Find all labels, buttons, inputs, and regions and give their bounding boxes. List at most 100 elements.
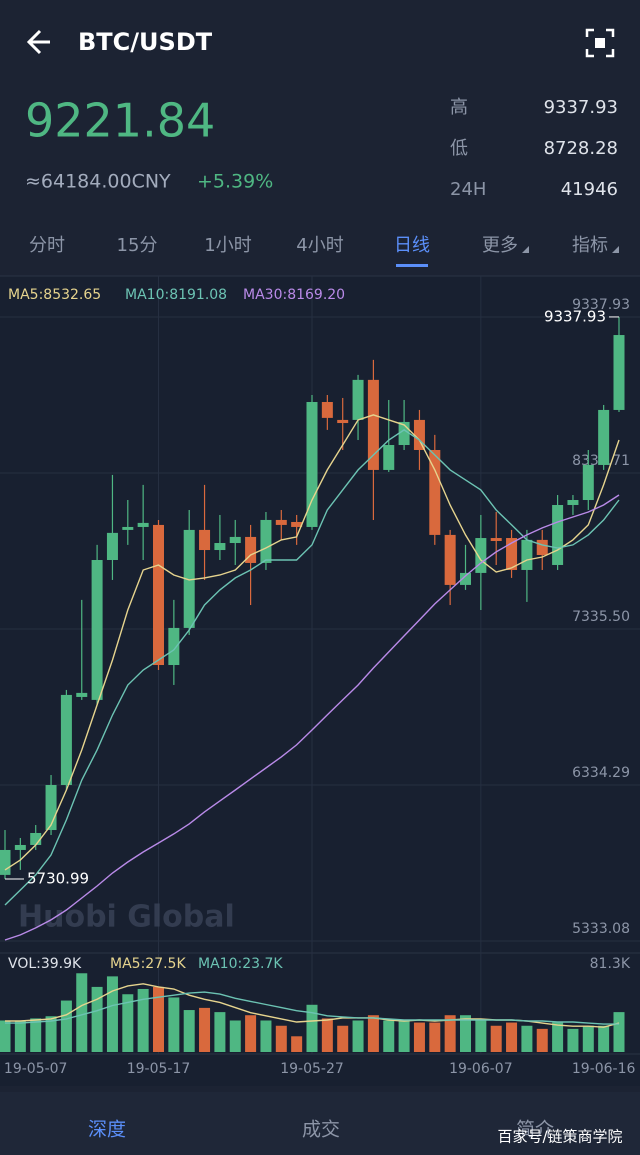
- y-tick-label: 5333.08: [572, 921, 630, 937]
- candle-body: [398, 421, 410, 446]
- candle-body: [613, 335, 625, 410]
- dropdown-triangle: [612, 246, 619, 253]
- x-tick-label: 19-05-17: [127, 1061, 191, 1077]
- legend-entry: MA10:23.7K: [198, 956, 283, 972]
- volume-bar: [168, 997, 180, 1052]
- candle-body: [521, 539, 533, 570]
- scan-icon[interactable]: [585, 28, 615, 58]
- legend-entry: MA5:8532.65: [8, 287, 101, 303]
- source-watermark: 百家号/链策商学院: [497, 1128, 622, 1146]
- candle-body: [475, 538, 487, 573]
- volume-bar: [506, 1022, 518, 1052]
- change: +5.39%: [197, 171, 273, 193]
- candle-body: [229, 536, 241, 544]
- volume-bar: [306, 1004, 318, 1052]
- candle-body: [122, 526, 134, 530]
- volume-bar: [321, 1018, 333, 1052]
- volume-bar: [60, 1000, 72, 1052]
- candle-body: [106, 532, 118, 560]
- tab[interactable]: 分时: [29, 235, 65, 256]
- volume-bar: [153, 986, 164, 1052]
- volume-bar: [260, 1020, 272, 1052]
- volume-bar: [536, 1028, 548, 1052]
- ma-line: [5, 991, 619, 1025]
- tab[interactable]: 4小时: [296, 235, 343, 256]
- volume-bar: [367, 1015, 379, 1052]
- volume-bar: [122, 994, 134, 1052]
- volume-bar: [30, 1018, 42, 1052]
- volume-bar: [552, 1022, 564, 1052]
- y-tick-label: 7335.50: [572, 609, 630, 625]
- candle-body: [183, 529, 195, 628]
- tab[interactable]: 1小时: [204, 235, 251, 256]
- candle-body: [490, 538, 502, 541]
- candle-body: [460, 572, 471, 585]
- candle-body: [199, 529, 211, 551]
- tab[interactable]: 日线: [394, 235, 430, 256]
- footer-tab[interactable]: 深度: [88, 1119, 126, 1141]
- volume-bar: [398, 1020, 410, 1052]
- volume-bar: [337, 1025, 349, 1052]
- back-arrow[interactable]: [26, 29, 50, 55]
- y-tick-label: 81.3K: [590, 956, 631, 972]
- candle-body: [30, 832, 42, 845]
- candle-body: [168, 627, 180, 666]
- footer-tab[interactable]: 成交: [302, 1119, 340, 1141]
- ma-line: [4, 494, 620, 941]
- dropdown-triangle: [522, 246, 529, 253]
- bottom-bar: [0, 1092, 640, 1155]
- y-tick-label: 6334.29: [572, 765, 630, 781]
- candle-body: [582, 464, 594, 501]
- volume-bar: [291, 1036, 303, 1052]
- ma-line: [4, 414, 620, 871]
- stat-value: 9337.93: [544, 97, 618, 118]
- tab[interactable]: 15分: [117, 235, 158, 256]
- volume-bar: [214, 1012, 226, 1052]
- candle-body: [413, 419, 425, 450]
- candle-body: [552, 504, 564, 565]
- volume-bar: [14, 1020, 26, 1052]
- volume-bar: [475, 1020, 487, 1052]
- candle-body: [76, 692, 88, 697]
- high-label: 9337.93: [544, 307, 606, 325]
- volume-bar: [383, 1020, 395, 1052]
- candle-body: [153, 524, 164, 666]
- candle-body: [245, 536, 257, 563]
- volume-bar: [137, 988, 149, 1052]
- candle-body: [598, 409, 610, 465]
- x-tick-label: 19-05-07: [4, 1061, 68, 1077]
- candle-body: [260, 519, 272, 563]
- volume-bar: [183, 1010, 195, 1052]
- candle-body: [429, 449, 441, 535]
- volume-bar: [444, 1015, 456, 1052]
- candle-body: [352, 379, 364, 420]
- candle-body: [291, 521, 303, 527]
- last-price: 9221.84: [25, 94, 215, 148]
- stat-label: 24H: [450, 179, 486, 200]
- low-label: 5730.99: [27, 869, 89, 887]
- tab-underline: [396, 264, 428, 267]
- stat-value: 8728.28: [544, 138, 618, 159]
- candle-body: [444, 534, 456, 585]
- stat-label: 高: [450, 97, 468, 118]
- legend-entry: MA5:27.5K: [110, 956, 186, 972]
- footer-tab[interactable]: 简介: [516, 1119, 554, 1141]
- tab[interactable]: 更多: [482, 235, 518, 256]
- volume-bar: [91, 986, 103, 1052]
- candle-body: [275, 519, 287, 525]
- volume-bar: [45, 1016, 57, 1052]
- tab[interactable]: 指标: [572, 235, 608, 256]
- candle-body: [506, 538, 518, 570]
- x-tick-label: 19-06-07: [449, 1061, 513, 1077]
- volume-bar: [490, 1025, 502, 1052]
- x-tick-label: 19-06-16: [572, 1061, 636, 1077]
- volume-bar: [106, 976, 118, 1052]
- legend-entry: MA10:8191.08: [125, 287, 227, 303]
- volume-bar: [0, 1020, 11, 1052]
- candle-body: [337, 419, 349, 424]
- volume-bar: [413, 1022, 425, 1052]
- volume-bar: [598, 1025, 610, 1052]
- volume-bar: [76, 973, 88, 1052]
- candle-body: [567, 500, 579, 505]
